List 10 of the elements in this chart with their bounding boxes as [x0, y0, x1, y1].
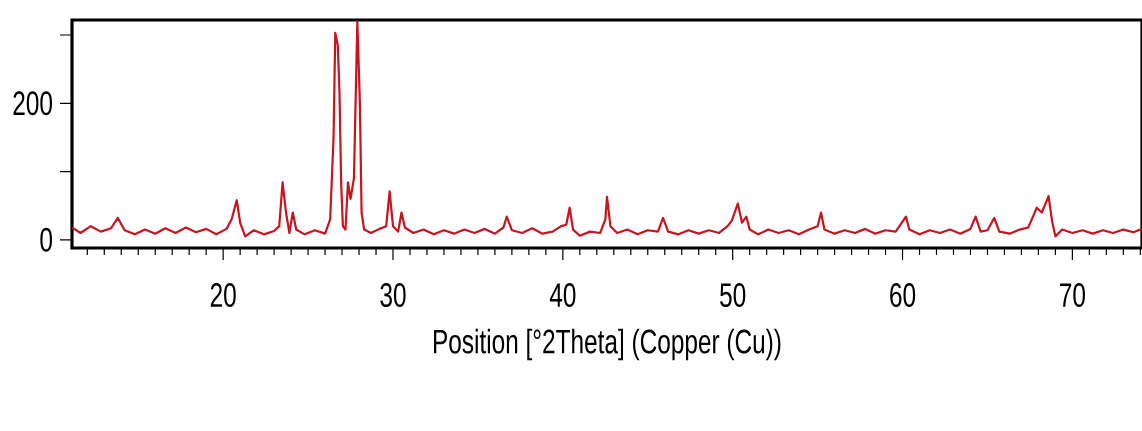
line-series — [72, 20, 1142, 238]
y-tick-label: 200 — [13, 91, 52, 116]
x-tick-label: 40 — [549, 283, 576, 308]
x-axis-title: Position [°2Theta] (Copper (Cu)) — [434, 328, 781, 361]
x-tick-label: 30 — [380, 283, 406, 308]
x-tick-label: 50 — [720, 283, 746, 308]
y-tick-label: 0 — [40, 227, 52, 252]
x-tick-label: 70 — [1060, 283, 1085, 308]
x-tick-label: 60 — [890, 283, 916, 308]
x-tick-label: 20 — [210, 283, 236, 308]
